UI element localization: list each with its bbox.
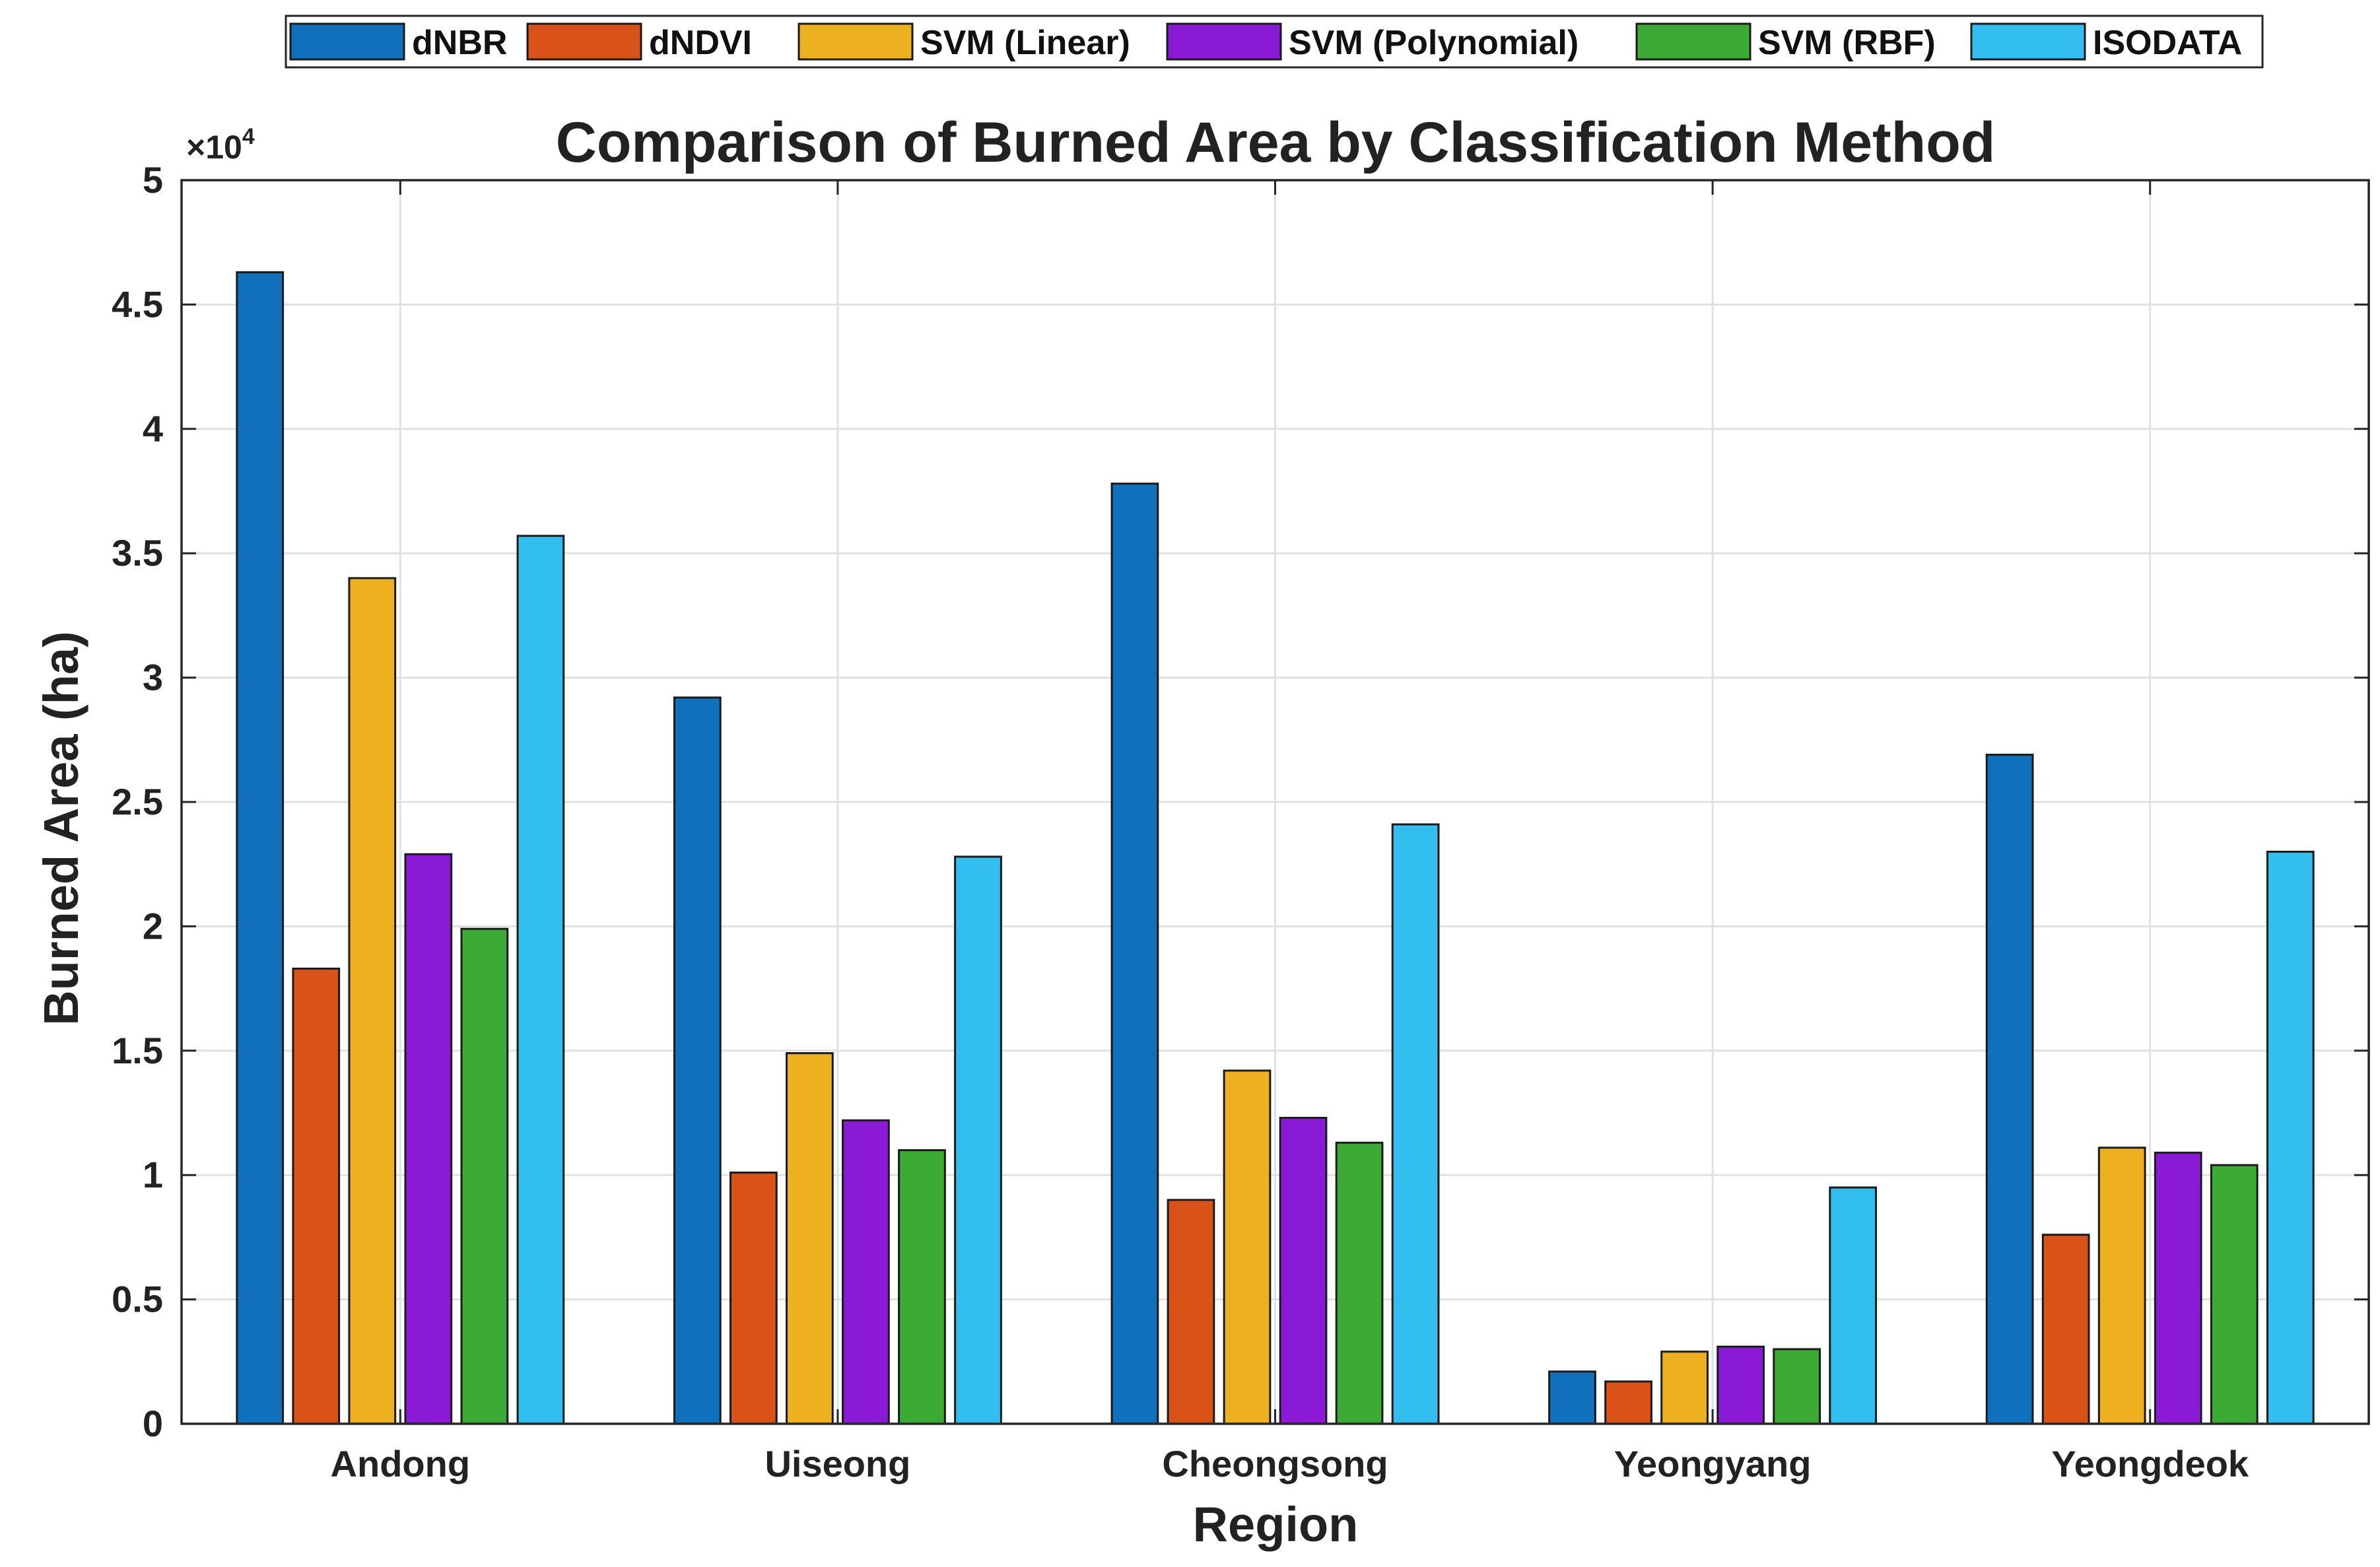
- bar-dnbr-yeongyang: [1548, 1370, 1596, 1425]
- bar-isodata-uiseong: [954, 855, 1002, 1425]
- legend-label: SVM (Linear): [920, 24, 1130, 62]
- legend-label: ISODATA: [2093, 24, 2242, 62]
- bar-svm-polynomial-cheongsong: [1279, 1117, 1328, 1425]
- bar-isodata-yeongdeok: [2266, 850, 2315, 1425]
- legend: dNBR dNDVI SVM (Linear) SVM (Polynomial) SVM…: [285, 15, 2264, 69]
- bar-svm-polynomial-andong: [404, 853, 453, 1425]
- x-tick-label: Cheongsong: [1162, 1443, 1388, 1484]
- bar-svm-rbf-yeongdeok: [2210, 1164, 2259, 1425]
- bar-svm-rbf-andong: [460, 927, 509, 1425]
- legend-label: SVM (Polynomial): [1289, 24, 1579, 62]
- bar-svm-linear-yeongyang: [1660, 1350, 1709, 1425]
- y-tick-label: 2: [143, 905, 163, 947]
- legend-label: dNDVI: [649, 24, 752, 62]
- y-axis-exponent-base: ×10: [186, 129, 242, 166]
- legend-swatch: [289, 22, 405, 61]
- grid-layer: [182, 180, 2369, 1424]
- bar-svm-linear-andong: [348, 577, 397, 1425]
- bar-dnbr-yeongdeok: [1985, 753, 2034, 1425]
- legend-swatch: [1166, 22, 1282, 61]
- y-tick-label: 1: [143, 1154, 163, 1195]
- plot-frame: [180, 179, 2370, 1425]
- legend-swatch: [526, 22, 642, 61]
- bar-svm-polynomial-yeongyang: [1717, 1345, 1765, 1425]
- y-tick-label: 4.5: [112, 283, 163, 325]
- y-tick-label: 2.5: [112, 781, 163, 822]
- legend-swatch: [798, 22, 914, 61]
- bar-svm-linear-uiseong: [786, 1052, 834, 1425]
- bar-dndvi-cheongsong: [1167, 1199, 1215, 1425]
- bar-isodata-andong: [516, 535, 565, 1425]
- bar-dnbr-uiseong: [673, 696, 722, 1425]
- bar-svm-rbf-yeongyang: [1773, 1348, 1821, 1425]
- bar-svm-polynomial-yeongdeok: [2154, 1151, 2202, 1425]
- y-tick-label: 0.5: [112, 1279, 163, 1320]
- bar-dndvi-yeongdeok: [2041, 1234, 2090, 1425]
- x-axis-label: Region: [1193, 1497, 1359, 1552]
- y-tick-label: 4: [143, 408, 163, 450]
- x-tick-label: Andong: [331, 1443, 470, 1484]
- x-tick-label: Uiseong: [765, 1443, 910, 1484]
- legend-label: dNBR: [412, 24, 507, 62]
- y-axis-label: Burned Area (ha): [34, 631, 88, 1026]
- legend-swatch: [1970, 22, 2086, 61]
- legend-swatch: [1635, 22, 1751, 61]
- bar-svm-linear-yeongdeok: [2097, 1147, 2146, 1425]
- bar-dndvi-andong: [292, 967, 341, 1425]
- y-axis-exponent: ×104: [186, 124, 255, 166]
- bar-svm-rbf-uiseong: [898, 1149, 946, 1425]
- legend-label: SVM (RBF): [1758, 24, 1936, 62]
- chart-title: Comparison of Burned Area by Classificat…: [556, 111, 1996, 174]
- bar-svm-linear-cheongsong: [1223, 1069, 1272, 1425]
- y-axis-exponent-power: 4: [242, 124, 255, 149]
- bar-svm-rbf-cheongsong: [1335, 1141, 1384, 1425]
- bar-dnbr-andong: [236, 271, 285, 1425]
- x-tick-label: Yeongdeok: [2051, 1443, 2249, 1484]
- x-tick-label: Yeongyang: [1614, 1443, 1812, 1484]
- y-tick-label: 3.5: [112, 532, 163, 574]
- axis-layer: 0 0.5 1 1.5 2 2.5 3 3.5 4 4.5 5 Andong Uiseong Cheong…: [112, 159, 2370, 1484]
- bar-svm-polynomial-uiseong: [842, 1119, 890, 1425]
- bar-layer: [236, 271, 2315, 1425]
- bar-dndvi-uiseong: [729, 1171, 778, 1425]
- y-tick-label: 1.5: [112, 1030, 163, 1071]
- bar-dndvi-yeongyang: [1604, 1380, 1652, 1425]
- y-tick-label: 3: [143, 657, 163, 698]
- bar-isodata-cheongsong: [1391, 823, 1440, 1425]
- y-tick-label: 5: [143, 159, 163, 201]
- bar-isodata-yeongyang: [1829, 1186, 1878, 1425]
- y-tick-label: 0: [143, 1403, 163, 1444]
- bar-dnbr-cheongsong: [1110, 483, 1159, 1425]
